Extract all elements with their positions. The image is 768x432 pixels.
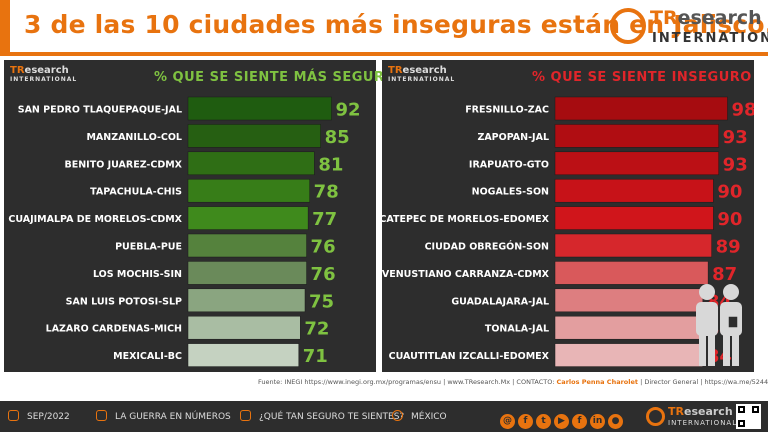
data-label: 90 <box>717 209 742 230</box>
bar <box>187 178 310 203</box>
social-icon[interactable]: @ <box>500 414 515 429</box>
category-label: GUADALAJARA-JAL <box>451 296 549 307</box>
divider <box>0 52 768 56</box>
logo-ring-icon <box>646 407 665 426</box>
chart-title-unsafe: % QUE SE SIENTE INSEGURO <box>532 70 752 85</box>
data-label: 76 <box>311 237 336 258</box>
data-label: 75 <box>309 291 334 312</box>
bar <box>187 206 309 230</box>
chart-panel-unsafe: TResearch INTERNATIONAL % QUE SE SIENTE I… <box>382 60 754 372</box>
bar <box>187 261 307 285</box>
people-icon <box>696 284 742 366</box>
panel-logo: TResearch INTERNATIONAL <box>10 65 78 83</box>
bottom-bar: SEP/2022 LA GUERRA EN NÚMEROS ¿QUÉ TAN S… <box>0 401 768 432</box>
location-icon <box>392 410 403 421</box>
category-label: PUEBLA-PUE <box>115 242 182 253</box>
data-label: 87 <box>712 264 737 285</box>
data-label: 81 <box>318 154 343 175</box>
logo-sub: INTERNATIONAL <box>652 31 768 46</box>
category-label: CIUDAD OBREGÓN-SON <box>425 241 549 253</box>
social-icon[interactable]: t <box>536 414 551 429</box>
calendar-icon <box>8 410 19 421</box>
category-label: IRAPUATO-GTO <box>469 159 549 170</box>
category-label: CUAJIMALPA DE MORELOS-CDMX <box>8 214 182 225</box>
accent-bar <box>0 0 10 55</box>
bar <box>554 124 719 148</box>
data-label: 98 <box>731 100 754 121</box>
bar <box>554 315 704 340</box>
logo-name: esearch <box>677 7 762 29</box>
category-label: SAN LUIS POTOSI-SLP <box>66 296 182 307</box>
source-link[interactable]: https://www.inegi.org.mx/programas/ensu <box>304 378 442 386</box>
data-label: 85 <box>325 127 350 148</box>
bar <box>187 233 307 258</box>
bar-chart-unsafe: FRESNILLO-ZAC 98 ZAPOPAN-JAL 93 IRAPUATO-GTO… <box>382 96 754 367</box>
bar <box>554 233 712 258</box>
footer-logo: TResearch INTERNATIONAL <box>646 404 736 430</box>
category-label: LAZARO CARDENAS-MICH <box>46 324 182 335</box>
category-label: FRESNILLO-ZAC <box>465 105 549 116</box>
data-label: 90 <box>717 182 742 203</box>
bar <box>554 96 728 121</box>
chart-icon <box>96 410 107 421</box>
social-icon[interactable]: f <box>572 414 587 429</box>
logo-ring-icon <box>610 8 646 44</box>
category-label: VENUSTIANO CARRANZA-CDMX <box>382 269 550 280</box>
data-label: 77 <box>312 209 337 230</box>
data-label: 93 <box>723 127 748 148</box>
category-label: ECATEPEC DE MORELOS-EDOMEX <box>382 214 550 225</box>
survey-item: ¿QUÉ TAN SEGURO TE SIENTES? <box>240 410 404 422</box>
category-label: MANZANILLO-COL <box>86 132 182 143</box>
chart-title-safe: % QUE SE SIENTE MÁS SEGURO <box>154 70 396 85</box>
bar-chart-safe: SAN PEDRO TLAQUEPAQUE-JAL 92 MANZANILLO-CO… <box>8 96 361 367</box>
brand-logo: TResearch INTERNATIONAL <box>608 4 768 50</box>
data-label: 89 <box>716 237 741 258</box>
bar <box>554 178 714 203</box>
bar <box>187 315 301 340</box>
bar <box>554 206 714 230</box>
data-label: 71 <box>303 346 328 367</box>
social-icon[interactable]: ● <box>608 414 623 429</box>
category-label: SAN PEDRO TLAQUEPAQUE-JAL <box>18 105 182 116</box>
social-icon[interactable]: ▶ <box>554 414 569 429</box>
social-icons: @ f t ▶ f in ● <box>500 408 626 429</box>
category-label: NOGALES-SON <box>472 187 549 198</box>
chart-panel-safe: TResearch INTERNATIONAL % QUE SE SIENTE M… <box>4 60 396 372</box>
data-label: 76 <box>311 264 336 285</box>
bar <box>187 343 300 367</box>
category-label: TAPACHULA-CHIS <box>90 187 182 198</box>
category-label: CUAUTITLAN IZCALLI-EDOMEX <box>389 351 550 362</box>
data-label: 78 <box>314 182 339 203</box>
footer: Fuente: INEGI https://www.inegi.org.mx/p… <box>0 378 768 432</box>
country-item: MÉXICO <box>392 410 447 422</box>
bar <box>187 288 306 313</box>
question-icon <box>240 410 251 421</box>
category-label: BENITO JUAREZ-CDMX <box>65 159 183 170</box>
bar <box>554 288 704 313</box>
contact-link[interactable]: https://wa.me/5244991806845 <box>704 378 768 386</box>
series-item: LA GUERRA EN NÚMEROS <box>96 410 231 422</box>
data-label: 93 <box>723 154 748 175</box>
bar <box>187 151 315 176</box>
category-label: TONALA-JAL <box>485 324 549 335</box>
category-label: LOS MOCHIS-SIN <box>93 269 182 280</box>
qr-code-icon[interactable] <box>736 404 761 429</box>
data-label: 72 <box>304 319 329 340</box>
panel-logo: TResearch INTERNATIONAL <box>388 65 456 83</box>
category-label: ZAPOPAN-JAL <box>477 132 549 143</box>
logo-prefix: TR <box>650 7 678 29</box>
bar <box>187 124 321 148</box>
bar <box>554 343 704 367</box>
data-label: 92 <box>336 100 361 121</box>
date-item: SEP/2022 <box>8 410 70 422</box>
social-icon[interactable]: f <box>518 414 533 429</box>
bar <box>187 96 332 121</box>
social-icon[interactable]: in <box>590 414 605 429</box>
category-label: MEXICALI-BC <box>113 351 182 362</box>
bar <box>554 261 709 285</box>
bar <box>554 151 719 176</box>
source-line: Fuente: INEGI https://www.inegi.org.mx/p… <box>258 378 768 386</box>
